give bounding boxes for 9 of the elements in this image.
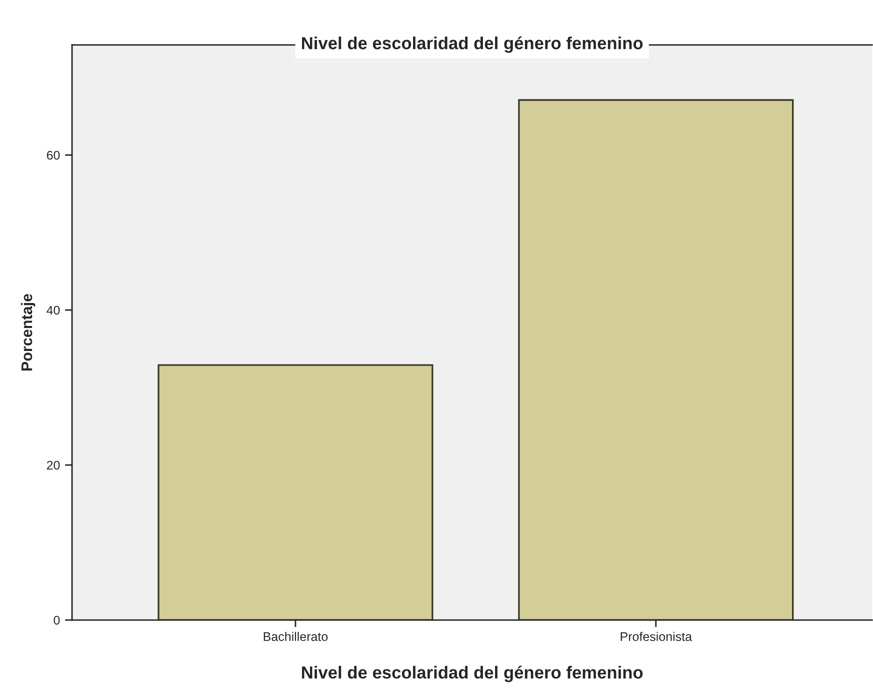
- y-tick-label: 0: [54, 616, 60, 625]
- y-axis-title: Porcentaje: [20, 294, 36, 371]
- y-tick-label: 40: [46, 306, 60, 315]
- y-tick-label: 20: [46, 460, 60, 470]
- chart-title: Nivel de escolaridad del género femenino: [302, 36, 643, 53]
- x-tick-label: Bachillerato: [264, 632, 328, 642]
- y-tick-label: 60: [46, 150, 60, 160]
- x-tick-label: Profesionista: [620, 632, 692, 642]
- x-axis-title: Nivel de escolaridad del género femenino: [302, 666, 643, 682]
